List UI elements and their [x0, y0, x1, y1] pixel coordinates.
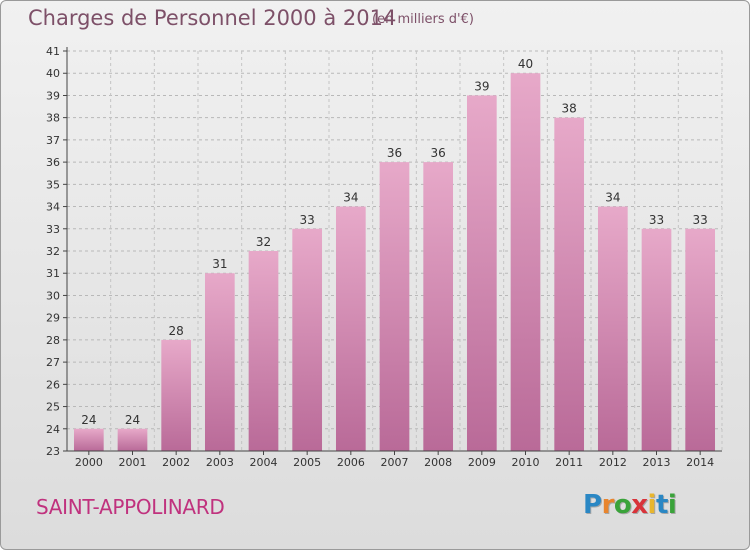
data-label-2012: 34: [605, 191, 620, 205]
y-tick-label: 33: [46, 223, 60, 236]
y-tick-label: 31: [46, 267, 60, 280]
logo-letter: t: [655, 490, 668, 520]
x-tick-label-2009: 2009: [468, 456, 496, 469]
bars: [73, 73, 716, 452]
data-label-2010: 40: [518, 57, 533, 71]
bar-2003: [204, 273, 235, 451]
bar-2013: [641, 228, 672, 451]
y-tick-label: 32: [46, 245, 60, 258]
x-tick-label-2004: 2004: [250, 456, 278, 469]
bar-2000: [73, 428, 104, 451]
logo-letter: r: [601, 490, 615, 520]
logo-letter: P: [583, 490, 602, 520]
chart-title: Charges de Personnel 2000 à 2014: [28, 6, 397, 30]
y-tick-label: 23: [46, 445, 60, 458]
logo-letter: o: [613, 490, 632, 520]
y-tick-label: 25: [46, 401, 60, 414]
x-tick-label-2000: 2000: [75, 456, 103, 469]
x-tick-label-2014: 2014: [686, 456, 714, 469]
chart-subtitle: (en milliers d'€): [372, 12, 474, 27]
bar-2004: [248, 251, 279, 451]
data-label-2000: 24: [81, 413, 96, 427]
x-tick-label-2012: 2012: [599, 456, 627, 469]
proxiti-logo: Proxiti: [583, 490, 677, 520]
y-tick-label: 34: [46, 201, 60, 214]
y-tick-label: 35: [46, 178, 60, 191]
data-label-2005: 33: [300, 213, 315, 227]
y-tick-label: 41: [46, 45, 60, 58]
x-tick-label-2003: 2003: [206, 456, 234, 469]
y-tick-label: 29: [46, 312, 60, 325]
y-tick-label: 40: [46, 67, 60, 80]
bar-2007: [379, 162, 410, 451]
x-tick-label-2006: 2006: [337, 456, 365, 469]
bar-2005: [292, 228, 323, 451]
x-tick-label-2002: 2002: [162, 456, 190, 469]
y-tick-label: 36: [46, 156, 60, 169]
logo-letter: i: [667, 490, 677, 520]
x-tick-label-2008: 2008: [424, 456, 452, 469]
y-tick-label: 37: [46, 134, 60, 147]
y-tick-label: 39: [46, 89, 60, 102]
data-label-2003: 31: [212, 257, 227, 271]
data-label-2007: 36: [387, 146, 402, 160]
x-tick-label-2007: 2007: [381, 456, 409, 469]
x-tick-label-2005: 2005: [293, 456, 321, 469]
data-label-2008: 36: [431, 146, 446, 160]
bar-2006: [335, 206, 366, 451]
logo-letter: x: [631, 490, 648, 520]
x-tick-label-2013: 2013: [643, 456, 671, 469]
y-tick-label: 28: [46, 334, 60, 347]
bar-2009: [466, 95, 497, 451]
x-tick-label-2011: 2011: [555, 456, 583, 469]
data-label-2001: 24: [125, 413, 140, 427]
axes: [63, 47, 722, 455]
data-label-2006: 34: [343, 191, 358, 205]
bar-2008: [423, 162, 454, 451]
data-label-2002: 28: [169, 324, 184, 338]
commune-name: SAINT-APPOLINARD: [36, 495, 225, 519]
x-tick-label-2010: 2010: [512, 456, 540, 469]
bar-2002: [161, 339, 192, 451]
y-tick-label: 24: [46, 423, 60, 436]
data-label-2011: 38: [562, 102, 577, 116]
data-label-2004: 32: [256, 235, 271, 249]
bar-2012: [597, 206, 628, 451]
y-tick-label: 26: [46, 378, 60, 391]
data-label-2014: 33: [693, 213, 708, 227]
y-tick-label: 27: [46, 356, 60, 369]
bar-2014: [685, 228, 716, 451]
bar-2011: [554, 117, 585, 452]
y-tick-label: 30: [46, 289, 60, 302]
data-label-2013: 33: [649, 213, 664, 227]
logo-letter: i: [647, 490, 657, 520]
bar-2010: [510, 73, 541, 451]
labels: 23 24 25 26 27 28 29 30 31 32 33 34 35 36 37 38 39 40 41 24…: [46, 45, 714, 469]
y-tick-label: 38: [46, 112, 60, 125]
x-tick-label-2001: 2001: [119, 456, 147, 469]
bar-2001: [117, 428, 148, 451]
data-label-2009: 39: [474, 79, 489, 93]
